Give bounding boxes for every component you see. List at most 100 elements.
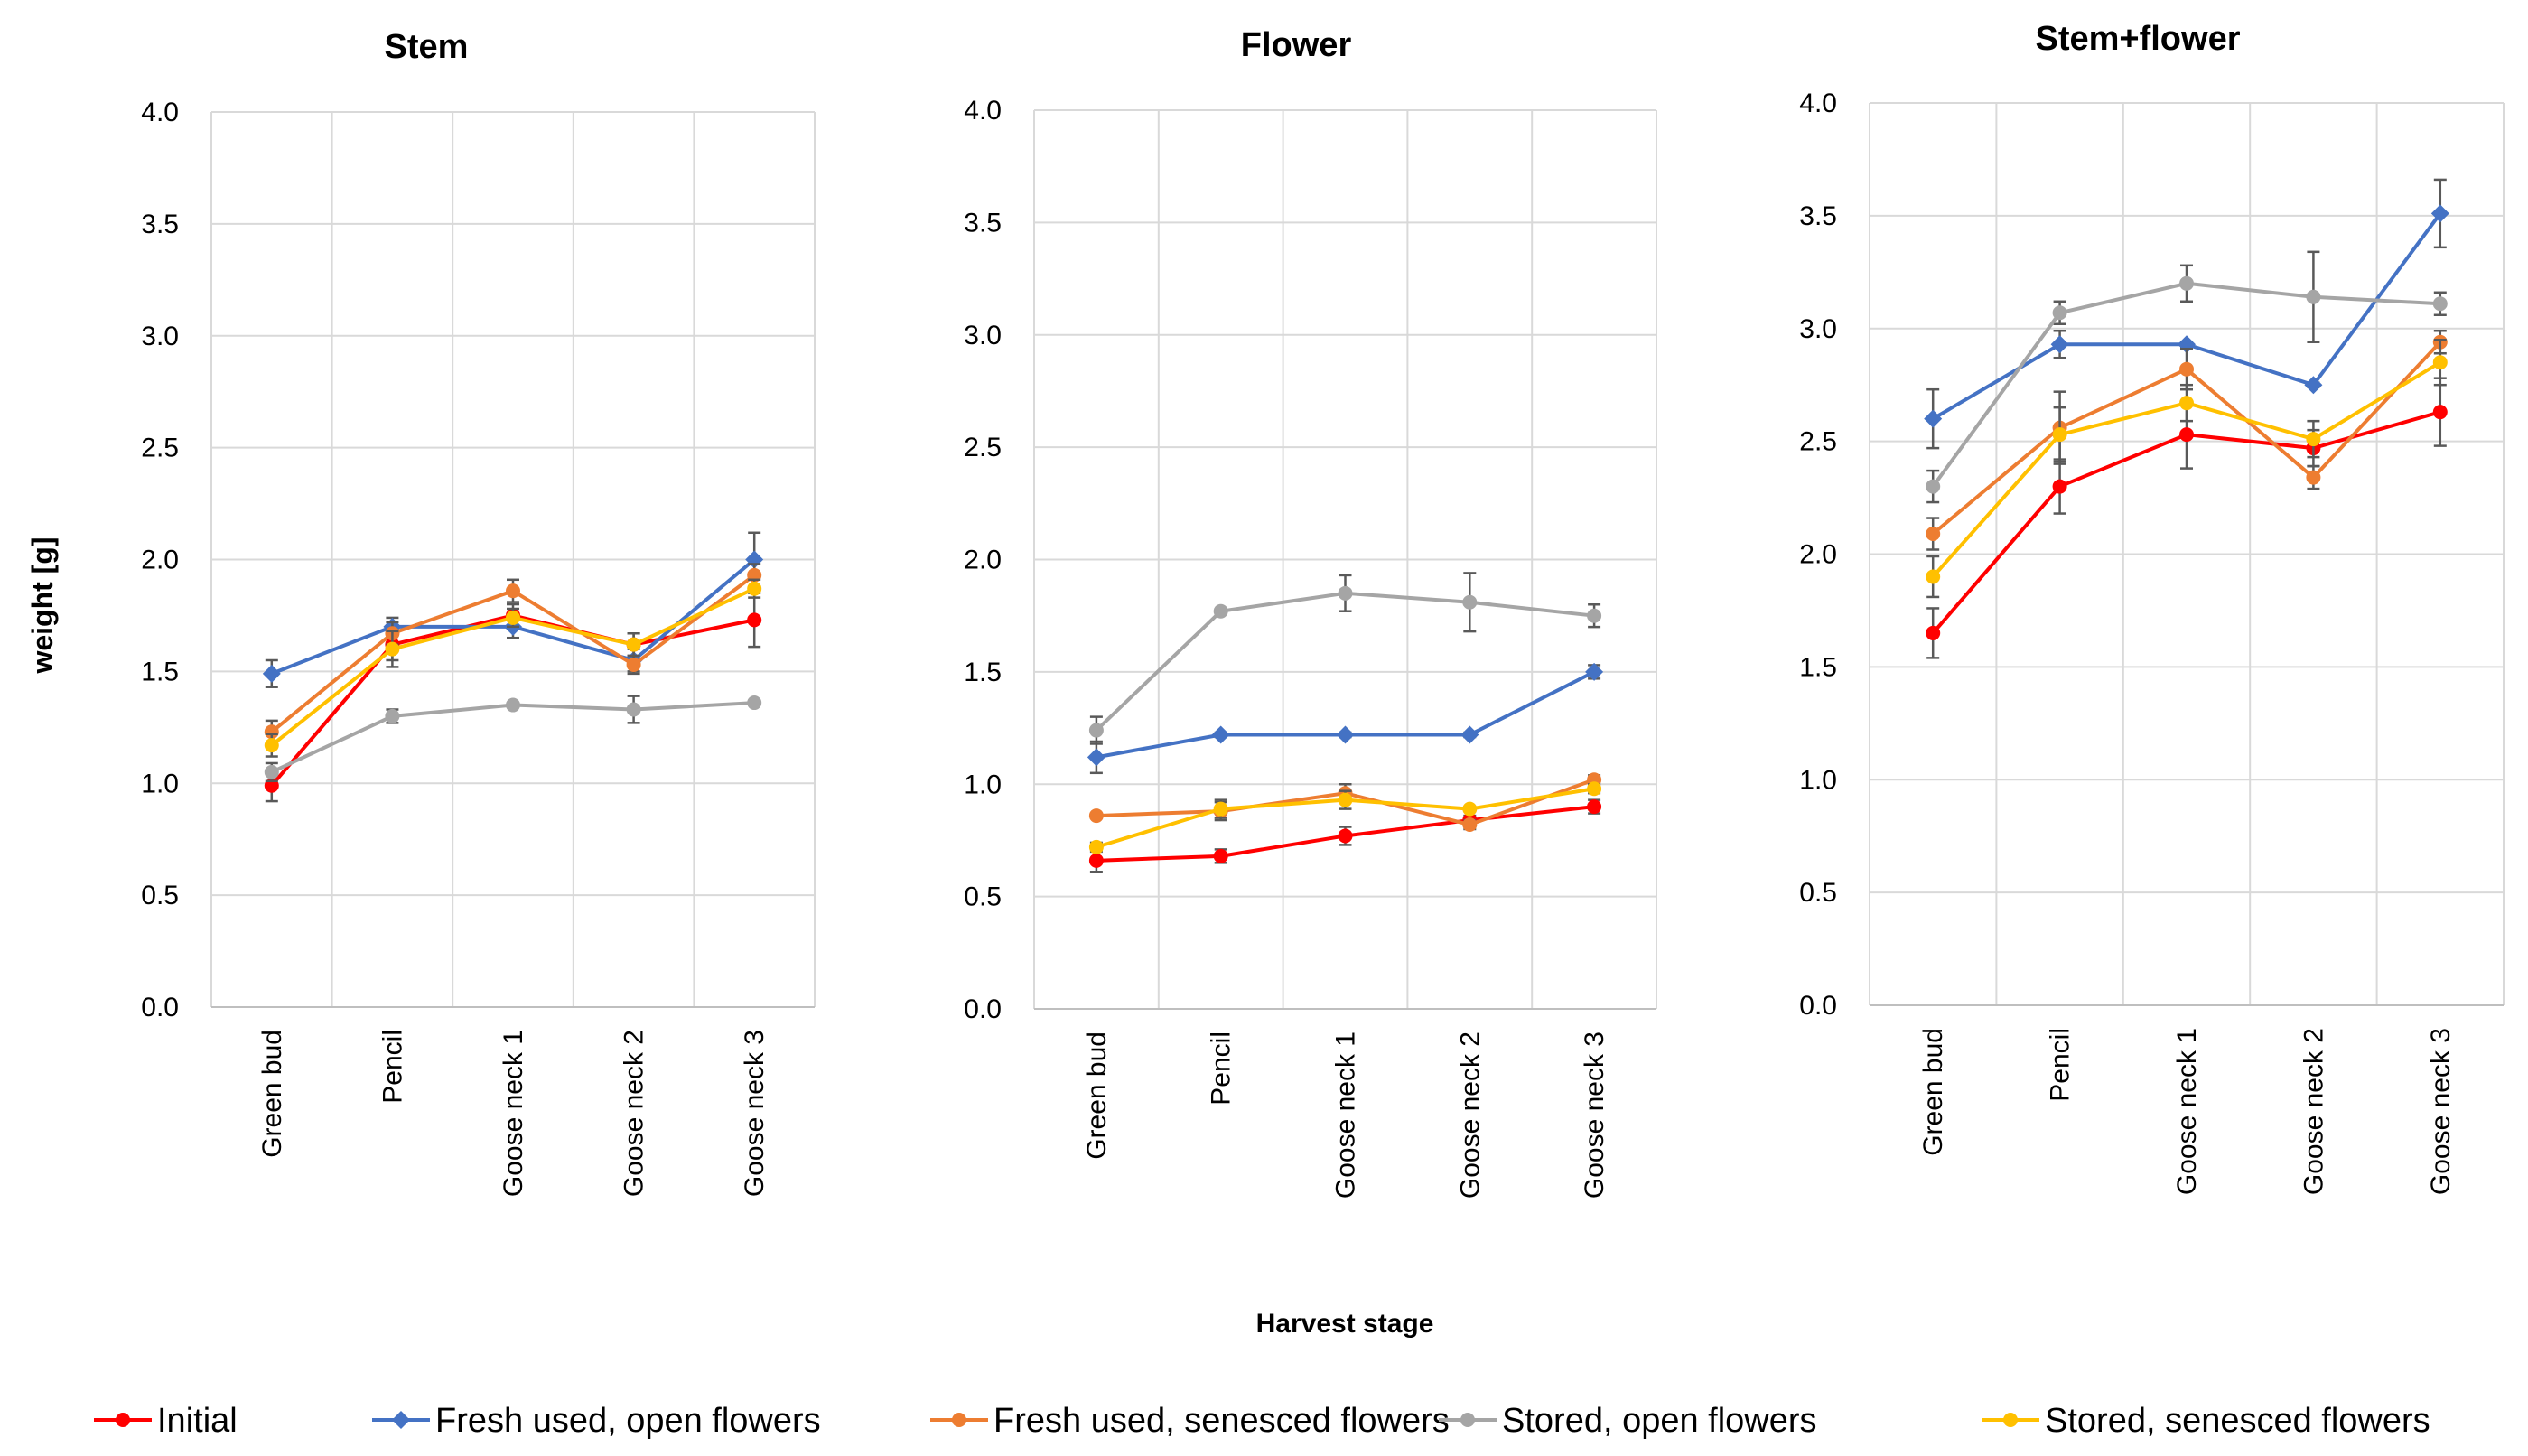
y-tick-label: 0.0 xyxy=(964,994,1002,1024)
legend-label: Fresh used, senesced flowers xyxy=(993,1402,1450,1440)
y-tick-label: 2.0 xyxy=(1799,540,1837,570)
x-category-label: Pencil xyxy=(1207,1031,1236,1106)
data-point xyxy=(2304,376,2323,395)
y-tick-label: 2.0 xyxy=(141,546,179,575)
y-tick-label: 1.5 xyxy=(141,657,179,686)
series-line xyxy=(270,701,755,774)
data-point xyxy=(1338,585,1353,601)
data-point xyxy=(1587,799,1602,815)
series-line xyxy=(1096,670,1596,760)
legend-marker xyxy=(2003,1413,2018,1427)
x-category-label: Green bud xyxy=(257,1030,287,1158)
data-point xyxy=(262,664,281,683)
x-category-label: Goose neck 2 xyxy=(2299,1028,2328,1195)
y-tick-label: 4.0 xyxy=(964,96,1002,126)
series-stored-senesced-flowers xyxy=(264,578,762,758)
y-tick-label: 3.5 xyxy=(141,210,179,239)
x-category-label: Goose neck 3 xyxy=(740,1030,770,1197)
data-point xyxy=(2179,396,2194,411)
panel-title: Stem xyxy=(385,28,469,66)
data-point xyxy=(2179,275,2194,291)
data-point xyxy=(1585,662,1604,681)
data-point xyxy=(1213,848,1228,863)
panel-title: Stem+flower xyxy=(2035,20,2240,58)
y-tick-label: 0.5 xyxy=(1799,878,1837,908)
series-stored-open-flowers xyxy=(264,695,762,783)
data-point xyxy=(2179,427,2194,443)
y-tick-label: 1.5 xyxy=(1799,652,1837,682)
y-tick-label: 0.5 xyxy=(964,882,1002,912)
panel-stem-flower: Stem+flower 0.0 0.5 1.0 1.5 2.0 2.5 3.0 3.5 4.0 Gr… xyxy=(1799,20,2505,1195)
data-point xyxy=(1462,801,1478,817)
y-tick-label: 1.0 xyxy=(964,770,1002,799)
data-point xyxy=(2306,289,2321,304)
y-axis-label: weight [g] xyxy=(26,537,59,674)
y-tick-label: 0.0 xyxy=(1799,991,1837,1021)
data-point xyxy=(1926,625,1941,640)
data-point xyxy=(2052,427,2067,443)
x-category-label: Goose neck 2 xyxy=(1455,1031,1485,1199)
data-point xyxy=(1462,594,1478,610)
data-point xyxy=(747,695,762,711)
legend-item-stored-senesced-flowers: Stored, senesced flowers xyxy=(1982,1402,2430,1440)
series-stored-senesced-flowers xyxy=(1926,338,2448,599)
data-point xyxy=(2306,470,2321,485)
series-stored-open-flowers xyxy=(1926,250,2448,504)
data-point xyxy=(626,657,641,672)
data-point xyxy=(385,641,400,657)
data-point xyxy=(1088,839,1104,854)
series-stored-senesced-flowers xyxy=(1088,781,1602,854)
x-category-label: Pencil xyxy=(378,1030,407,1104)
data-point xyxy=(1926,527,1941,542)
data-point xyxy=(506,610,520,625)
legend-item-fresh-used-open-flowers: Fresh used, open flowers xyxy=(372,1402,821,1440)
legend-item-initial: Initial xyxy=(94,1402,238,1440)
chart-panels: Stem 0.0 0.5 1.0 1.5 2.0 2.5 3.0 3.5 4.0 Green bud… xyxy=(141,20,2505,1199)
data-point xyxy=(2432,296,2448,312)
data-point xyxy=(2432,405,2448,420)
data-point xyxy=(385,708,400,723)
data-point xyxy=(1211,725,1230,744)
y-tick-label: 1.5 xyxy=(964,658,1002,687)
y-tick-label: 3.5 xyxy=(1799,201,1837,231)
data-point xyxy=(2306,432,2321,447)
data-point xyxy=(1926,479,1941,494)
y-tick-label: 2.5 xyxy=(1799,427,1837,457)
data-point xyxy=(1088,808,1104,824)
data-point xyxy=(626,702,641,717)
legend-label: Stored, open flowers xyxy=(1502,1402,1817,1440)
legend-marker xyxy=(392,1411,410,1429)
data-point xyxy=(2050,335,2069,354)
legend-marker xyxy=(1460,1413,1475,1427)
x-axis-label: Harvest stage xyxy=(1256,1309,1434,1339)
data-point xyxy=(1587,781,1602,797)
legend-label: Fresh used, open flowers xyxy=(435,1402,821,1440)
data-point xyxy=(506,697,520,713)
y-tick-label: 3.0 xyxy=(964,321,1002,350)
legend-label: Initial xyxy=(157,1402,238,1440)
data-point xyxy=(1336,725,1355,744)
data-point xyxy=(1338,792,1353,807)
x-category-label: Goose neck 1 xyxy=(1331,1031,1361,1199)
y-tick-label: 4.0 xyxy=(1799,89,1837,118)
x-category-label: Green bud xyxy=(1082,1031,1112,1160)
x-category-label: Goose neck 1 xyxy=(499,1030,528,1197)
legend-marker xyxy=(952,1413,966,1427)
data-point xyxy=(1213,801,1228,817)
x-category-label: Green bud xyxy=(1918,1028,1948,1156)
x-category-label: Goose neck 2 xyxy=(620,1030,649,1197)
data-point xyxy=(1088,723,1104,738)
data-point xyxy=(1926,569,1941,584)
data-point xyxy=(264,764,279,779)
series-fresh-used-open-flowers xyxy=(1087,662,1604,775)
y-tick-label: 2.5 xyxy=(964,433,1002,462)
x-category-label: Goose neck 3 xyxy=(1580,1031,1609,1199)
y-tick-label: 2.5 xyxy=(141,434,179,463)
data-point xyxy=(1088,853,1104,868)
data-point xyxy=(1087,748,1105,767)
x-category-label: Pencil xyxy=(2046,1028,2076,1102)
data-point xyxy=(626,637,641,652)
y-tick-label: 4.0 xyxy=(141,98,179,127)
data-point xyxy=(1213,603,1228,619)
